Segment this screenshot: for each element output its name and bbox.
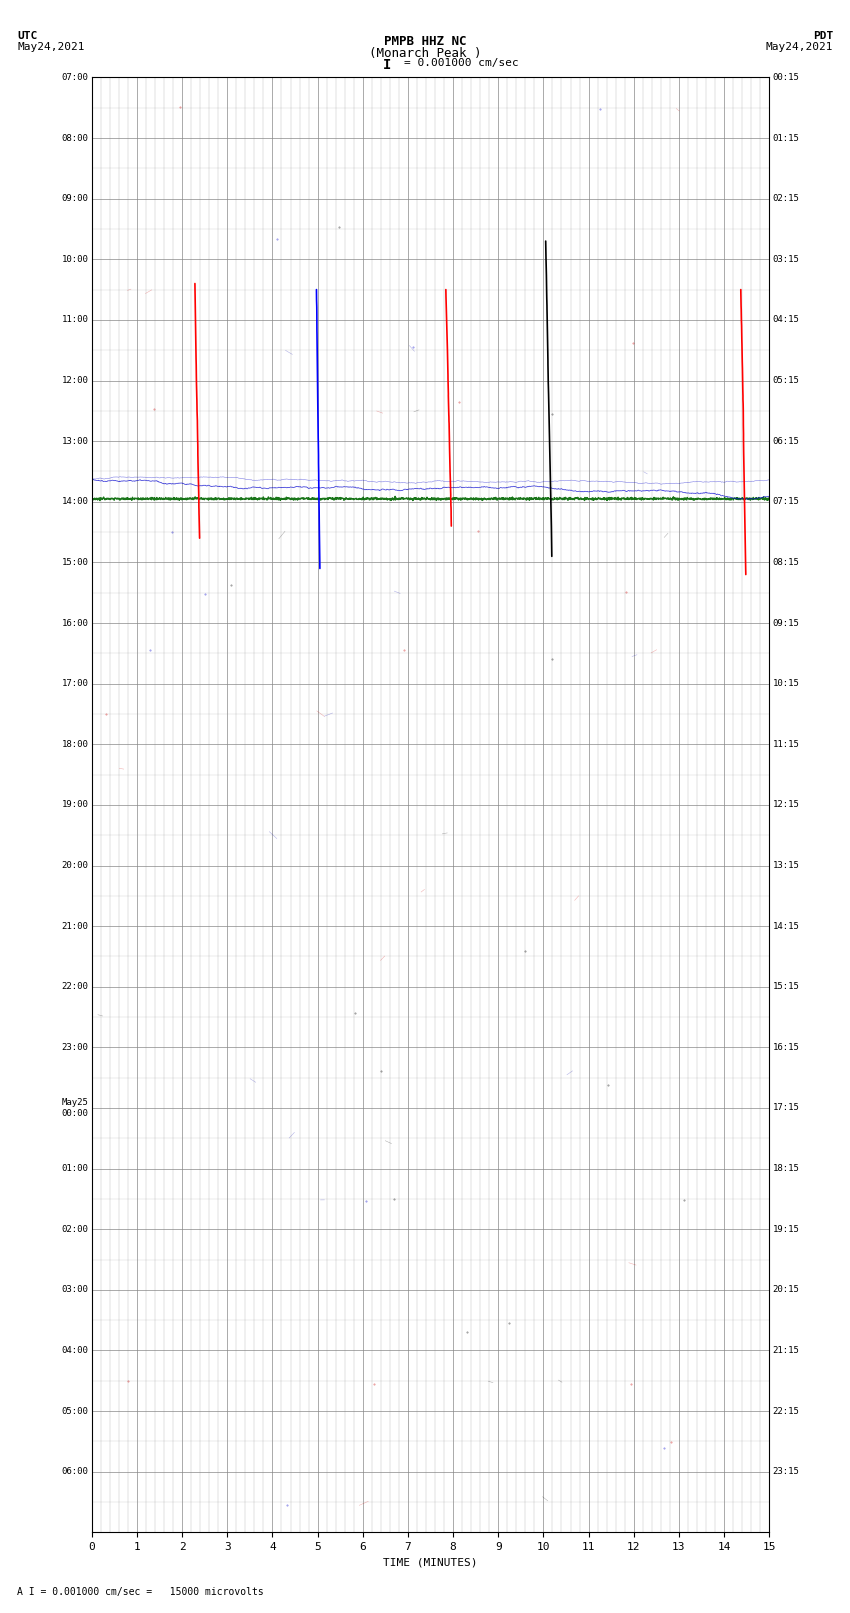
Text: 19:00: 19:00 xyxy=(61,800,88,810)
Text: 13:00: 13:00 xyxy=(61,437,88,445)
Text: 04:00: 04:00 xyxy=(61,1345,88,1355)
Text: 07:15: 07:15 xyxy=(773,497,800,506)
Text: 14:15: 14:15 xyxy=(773,921,800,931)
Text: 22:15: 22:15 xyxy=(773,1407,800,1416)
Text: 13:15: 13:15 xyxy=(773,861,800,869)
Text: 14:00: 14:00 xyxy=(61,497,88,506)
Text: 22:00: 22:00 xyxy=(61,982,88,992)
Text: 08:15: 08:15 xyxy=(773,558,800,566)
Text: 23:00: 23:00 xyxy=(61,1044,88,1052)
Text: 16:15: 16:15 xyxy=(773,1044,800,1052)
Text: 19:15: 19:15 xyxy=(773,1224,800,1234)
X-axis label: TIME (MINUTES): TIME (MINUTES) xyxy=(383,1558,478,1568)
Text: 01:00: 01:00 xyxy=(61,1165,88,1173)
Text: 21:00: 21:00 xyxy=(61,921,88,931)
Text: = 0.001000 cm/sec: = 0.001000 cm/sec xyxy=(404,58,518,68)
Text: 00:15: 00:15 xyxy=(773,73,800,82)
Text: May25
00:00: May25 00:00 xyxy=(61,1098,88,1118)
Text: 12:15: 12:15 xyxy=(773,800,800,810)
Text: 04:15: 04:15 xyxy=(773,316,800,324)
Text: 17:15: 17:15 xyxy=(773,1103,800,1113)
Text: 06:15: 06:15 xyxy=(773,437,800,445)
Text: 07:00: 07:00 xyxy=(61,73,88,82)
Text: PDT: PDT xyxy=(813,31,833,40)
Text: 02:00: 02:00 xyxy=(61,1224,88,1234)
Text: 11:00: 11:00 xyxy=(61,316,88,324)
Text: 17:00: 17:00 xyxy=(61,679,88,689)
Text: 08:00: 08:00 xyxy=(61,134,88,142)
Text: 10:15: 10:15 xyxy=(773,679,800,689)
Text: 16:00: 16:00 xyxy=(61,618,88,627)
Text: 20:00: 20:00 xyxy=(61,861,88,869)
Text: 06:00: 06:00 xyxy=(61,1468,88,1476)
Text: 03:15: 03:15 xyxy=(773,255,800,265)
Text: 20:15: 20:15 xyxy=(773,1286,800,1294)
Text: PMPB HHZ NC: PMPB HHZ NC xyxy=(383,35,467,48)
Text: 15:15: 15:15 xyxy=(773,982,800,992)
Text: 23:15: 23:15 xyxy=(773,1468,800,1476)
Text: 12:00: 12:00 xyxy=(61,376,88,386)
Text: 18:00: 18:00 xyxy=(61,740,88,748)
Text: 11:15: 11:15 xyxy=(773,740,800,748)
Text: A I = 0.001000 cm/sec =   15000 microvolts: A I = 0.001000 cm/sec = 15000 microvolts xyxy=(17,1587,264,1597)
Text: 05:00: 05:00 xyxy=(61,1407,88,1416)
Text: 01:15: 01:15 xyxy=(773,134,800,142)
Text: 09:15: 09:15 xyxy=(773,618,800,627)
Text: 18:15: 18:15 xyxy=(773,1165,800,1173)
Text: 05:15: 05:15 xyxy=(773,376,800,386)
Text: 21:15: 21:15 xyxy=(773,1345,800,1355)
Text: 03:00: 03:00 xyxy=(61,1286,88,1294)
Text: May24,2021: May24,2021 xyxy=(766,42,833,52)
Text: 15:00: 15:00 xyxy=(61,558,88,566)
Text: 02:15: 02:15 xyxy=(773,194,800,203)
Text: I: I xyxy=(382,58,391,73)
Text: (Monarch Peak ): (Monarch Peak ) xyxy=(369,47,481,60)
Text: 09:00: 09:00 xyxy=(61,194,88,203)
Text: May24,2021: May24,2021 xyxy=(17,42,84,52)
Text: UTC: UTC xyxy=(17,31,37,40)
Text: 10:00: 10:00 xyxy=(61,255,88,265)
